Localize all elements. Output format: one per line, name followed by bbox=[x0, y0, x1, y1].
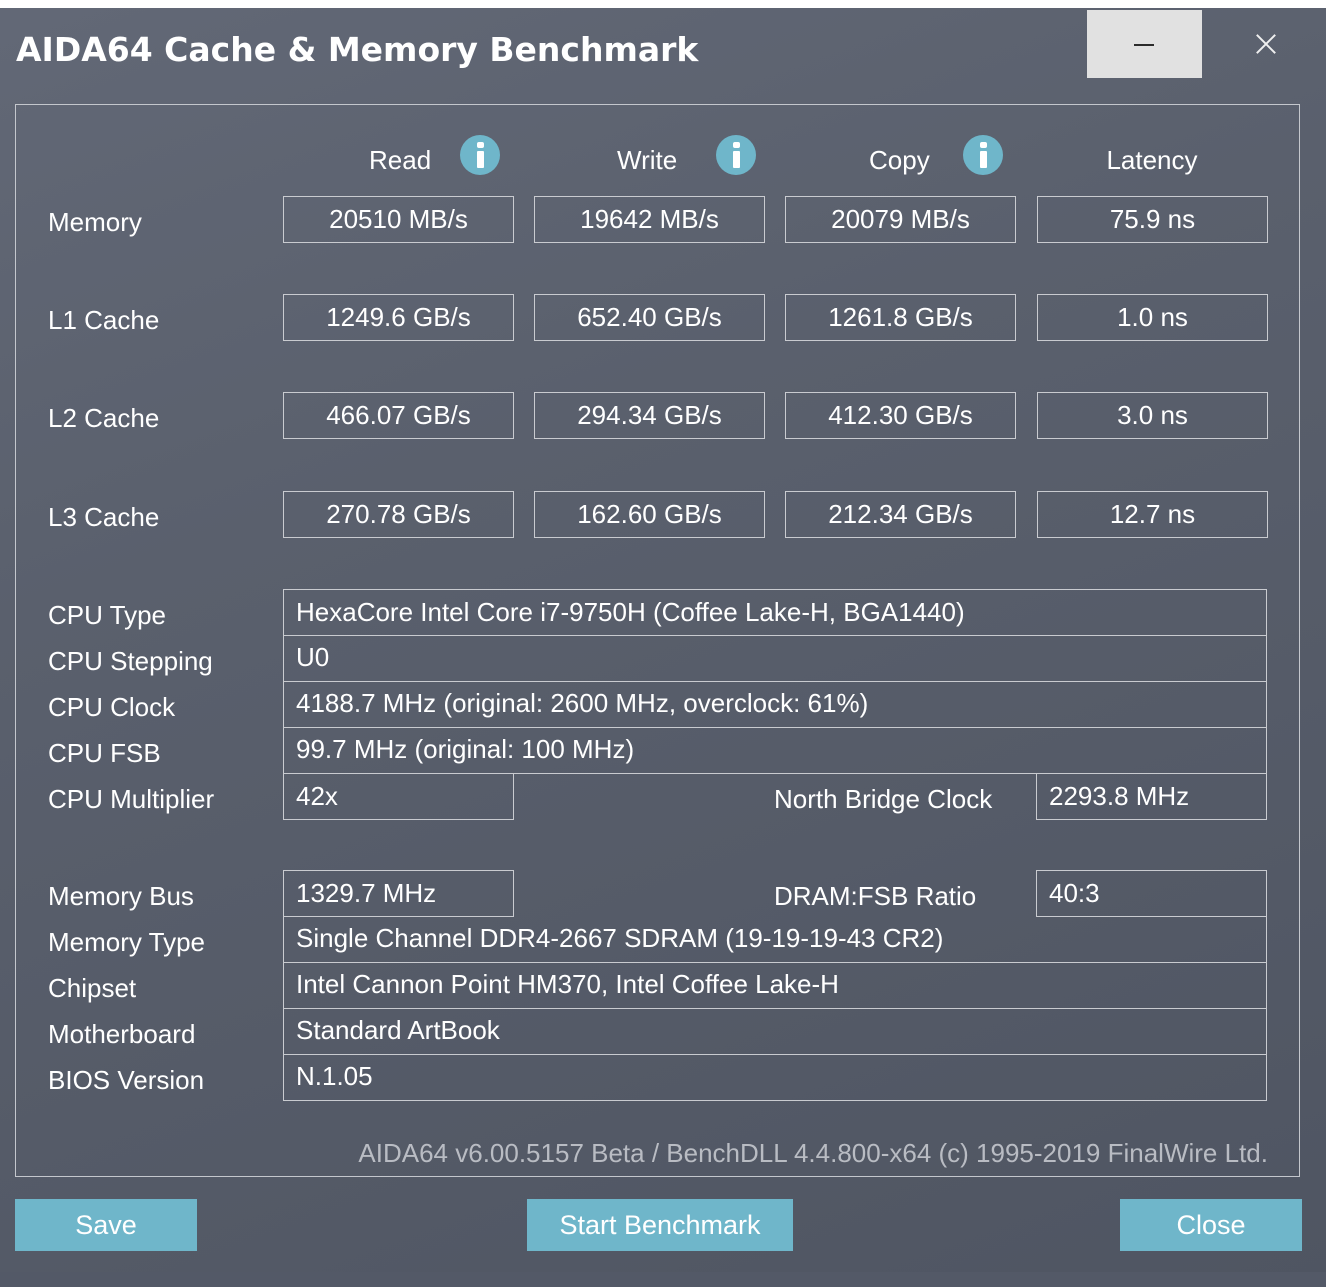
dram-fsb-ratio-value: 40:3 bbox=[1036, 870, 1267, 917]
cpu-clock-label: CPU Clock bbox=[48, 692, 176, 722]
l3-latency-value: 12.7 ns bbox=[1037, 491, 1268, 538]
row-label-l3-cache: L3 Cache bbox=[48, 502, 160, 532]
l2-read-value: 466.07 GB/s bbox=[283, 392, 514, 439]
cpu-type-value: HexaCore Intel Core i7-9750H (Coffee Lak… bbox=[283, 589, 1267, 636]
version-footer: AIDA64 v6.00.5157 Beta / BenchDLL 4.4.80… bbox=[358, 1138, 1268, 1168]
row-label-l2-cache: L2 Cache bbox=[48, 403, 160, 433]
memory-type-label: Memory Type bbox=[48, 927, 206, 957]
memory-write-value: 19642 MB/s bbox=[534, 196, 765, 243]
bios-version-label: BIOS Version bbox=[48, 1065, 205, 1095]
cpu-multiplier-value: 42x bbox=[283, 773, 514, 820]
info-icon[interactable] bbox=[963, 135, 1003, 175]
minimize-button[interactable] bbox=[1087, 10, 1202, 78]
cpu-multiplier-label: CPU Multiplier bbox=[48, 784, 215, 814]
cpu-fsb-value: 99.7 MHz (original: 100 MHz) bbox=[283, 727, 1267, 774]
close-button[interactable]: Close bbox=[1120, 1199, 1302, 1251]
start-benchmark-button[interactable]: Start Benchmark bbox=[527, 1199, 793, 1251]
cpu-stepping-value: U0 bbox=[283, 635, 1267, 682]
memory-latency-value: 75.9 ns bbox=[1037, 196, 1268, 243]
column-header-copy: Copy bbox=[869, 145, 930, 175]
results-panel bbox=[15, 104, 1300, 1177]
l3-copy-value: 212.34 GB/s bbox=[785, 491, 1016, 538]
motherboard-value: Standard ArtBook bbox=[283, 1008, 1267, 1055]
l2-copy-value: 412.30 GB/s bbox=[785, 392, 1016, 439]
save-button[interactable]: Save bbox=[15, 1199, 197, 1251]
memory-copy-value: 20079 MB/s bbox=[785, 196, 1016, 243]
l1-copy-value: 1261.8 GB/s bbox=[785, 294, 1016, 341]
dram-fsb-ratio-label: DRAM:FSB Ratio bbox=[774, 881, 977, 911]
l3-write-value: 162.60 GB/s bbox=[534, 491, 765, 538]
top-strip bbox=[0, 0, 1326, 8]
column-header-latency: Latency bbox=[1106, 145, 1198, 175]
benchmark-window: AIDA64 Cache & Memory Benchmark Read Wri… bbox=[0, 8, 1326, 1287]
window-title: AIDA64 Cache & Memory Benchmark bbox=[16, 30, 699, 69]
l1-read-value: 1249.6 GB/s bbox=[283, 294, 514, 341]
memory-bus-value: 1329.7 MHz bbox=[283, 870, 514, 917]
bottom-strip bbox=[0, 1272, 1326, 1287]
l3-read-value: 270.78 GB/s bbox=[283, 491, 514, 538]
cpu-fsb-label: CPU FSB bbox=[48, 738, 161, 768]
info-icon[interactable] bbox=[460, 135, 500, 175]
l1-write-value: 652.40 GB/s bbox=[534, 294, 765, 341]
l2-write-value: 294.34 GB/s bbox=[534, 392, 765, 439]
row-label-l1-cache: L1 Cache bbox=[48, 305, 160, 335]
memory-type-value: Single Channel DDR4-2667 SDRAM (19-19-19… bbox=[283, 916, 1267, 963]
l2-latency-value: 3.0 ns bbox=[1037, 392, 1268, 439]
column-header-read: Read bbox=[369, 145, 432, 175]
window-close-button[interactable] bbox=[1226, 10, 1302, 78]
motherboard-label: Motherboard bbox=[48, 1019, 196, 1049]
north-bridge-clock-label: North Bridge Clock bbox=[774, 784, 993, 814]
cpu-type-label: CPU Type bbox=[48, 600, 167, 630]
cpu-stepping-label: CPU Stepping bbox=[48, 646, 213, 676]
bios-version-value: N.1.05 bbox=[283, 1054, 1267, 1101]
north-bridge-clock-value: 2293.8 MHz bbox=[1036, 773, 1267, 820]
cpu-clock-value: 4188.7 MHz (original: 2600 MHz, overcloc… bbox=[283, 681, 1267, 728]
chipset-label: Chipset bbox=[48, 973, 137, 1003]
chipset-value: Intel Cannon Point HM370, Intel Coffee L… bbox=[283, 962, 1267, 1009]
memory-bus-label: Memory Bus bbox=[48, 881, 194, 911]
column-header-write: Write bbox=[617, 145, 678, 175]
info-icon[interactable] bbox=[716, 135, 756, 175]
l1-latency-value: 1.0 ns bbox=[1037, 294, 1268, 341]
memory-read-value: 20510 MB/s bbox=[283, 196, 514, 243]
row-label-memory: Memory bbox=[48, 207, 142, 237]
